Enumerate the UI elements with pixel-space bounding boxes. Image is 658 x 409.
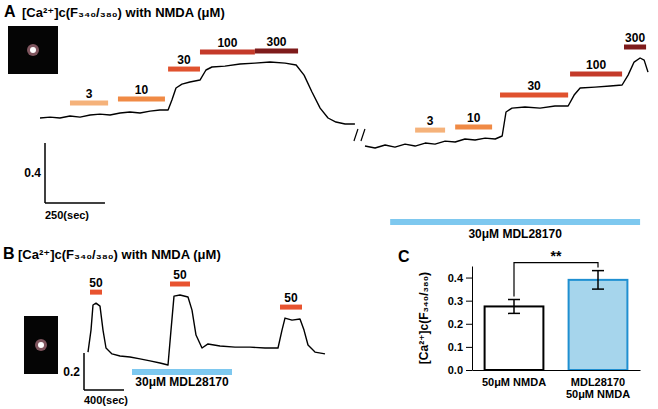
calcium-trace: [40, 58, 648, 148]
x-tick-label-line: 50μM NMDA: [482, 376, 546, 388]
treatment-label: 30μM MDL28170: [468, 227, 562, 241]
x-tick-label-line: MDL28170: [571, 376, 625, 388]
stimulus-label: 10: [467, 111, 481, 125]
stimulus-bar: [168, 67, 200, 72]
y-tick-label: 0.1: [448, 341, 463, 353]
y-tick: 0.0: [448, 364, 472, 376]
stimulus-label: 3: [427, 114, 434, 128]
significance-bracket: [514, 263, 598, 297]
stimulus-label: 300: [625, 31, 645, 45]
panel-letter: C: [398, 248, 410, 265]
stimulus-label: 10: [135, 83, 149, 97]
x-tick: MDL2817050μM NMDA: [566, 370, 630, 400]
panel: B[Ca²⁺]c(F₃₄₀/₃₈₀) with NMDA (μM) 50 50 50 3…: [3, 245, 325, 406]
stimulus-label: 50: [284, 291, 298, 305]
panel-letter: B: [3, 245, 15, 262]
panel-title: [Ca²⁺]c(F₃₄₀/₃₈₀) with NMDA (μM): [22, 5, 225, 20]
error-bar-cap: [592, 270, 604, 272]
inset-cell: [30, 47, 36, 53]
stimulus-bar: [570, 72, 622, 77]
scale-bar-horizontal: [84, 389, 124, 391]
inset-cell-glow: [27, 44, 39, 56]
plot-area: [40, 58, 648, 148]
bar: [569, 280, 628, 370]
x-tick-label: 50μM NMDA: [482, 376, 546, 388]
error-bar-cap: [508, 299, 520, 301]
y-tick-label: 0.4: [448, 272, 464, 284]
scale-bar-vertical: [44, 143, 46, 203]
scale-bar-x-label: 250(sec): [45, 209, 89, 221]
stimulus-bar: [415, 128, 445, 133]
stimulus-label: 50: [173, 268, 187, 282]
inset-cell: [38, 342, 44, 348]
error-bar: [508, 300, 520, 314]
y-tick-mark: [466, 278, 472, 279]
stimulus-label: 300: [266, 35, 286, 49]
error-bar: [592, 271, 604, 289]
panel: C0.00.10.20.30.450μM NMDAMDL2817050μM NM…: [398, 248, 641, 401]
significance-label: **: [551, 248, 562, 264]
scale-bar-horizontal: [45, 202, 105, 204]
y-tick-mark: [466, 347, 472, 348]
x-tick-label: MDL2817050μM NMDA: [566, 376, 630, 401]
y-axis: 0.0 0.1 0.2 0.3 0.4: [448, 267, 473, 377]
y-tick-mark: [466, 301, 472, 302]
x-axis-line: [473, 370, 641, 371]
scale-bar-x-label: 400(sec): [84, 394, 128, 406]
y-tick: 0.4: [448, 272, 472, 284]
y-tick: 0.1: [448, 341, 472, 353]
stimulus-bar: [90, 290, 102, 295]
y-tick: 0.2: [448, 318, 472, 330]
y-tick-label: 0.0: [448, 364, 463, 376]
plot-area: [88, 295, 325, 365]
stimulus-bar: [200, 50, 255, 55]
panel-title: [Ca²⁺]c(F₃₄₀/₃₈₀) with NMDA (μM): [18, 247, 221, 262]
y-tick-label: 0.3: [448, 295, 463, 307]
treatment-label: 30μM MDL28170: [135, 375, 229, 389]
inset-image: [24, 316, 58, 374]
error-bar-stem: [597, 271, 599, 289]
scale-bar-y-label: 0.4: [24, 166, 41, 180]
inset-background: [8, 26, 58, 74]
error-bar-cap: [508, 313, 520, 315]
stimulus-label: 3: [86, 87, 93, 101]
scale-bar-vertical: [83, 353, 85, 390]
stimulus-label: 100: [586, 58, 606, 72]
stimulus-bar: [118, 97, 165, 102]
stimulus-label: 50: [89, 276, 103, 290]
stimulus-bar: [255, 49, 298, 54]
error-bar-cap: [592, 288, 604, 290]
stimulus-bar: [455, 125, 492, 130]
x-tick-label-line: 50μM NMDA: [566, 388, 630, 400]
panel-letter: A: [4, 3, 16, 20]
stimulus-bar: [624, 45, 646, 50]
plot-area: [485, 271, 628, 370]
error-bar-stem: [513, 300, 515, 314]
figure: A [Ca²⁺]c(F₃₄₀/₃₈₀) with NMDA (μM) 3 10 30 10…: [0, 0, 658, 409]
stimulus-bar: [280, 305, 302, 310]
inset-image: [8, 26, 58, 74]
inset-cell-glow: [35, 339, 47, 351]
stimulus-label: 30: [177, 53, 191, 67]
axis-break: [354, 129, 365, 141]
y-tick: 0.3: [448, 295, 472, 307]
stimulus-label: 30: [527, 79, 541, 93]
treatment-bar: [390, 219, 640, 225]
stimulus-bar: [500, 93, 568, 98]
y-tick-mark: [466, 370, 472, 371]
bar: [485, 306, 544, 370]
y-tick-mark: [466, 324, 472, 325]
y-tick-label: 0.2: [448, 318, 463, 330]
panel: A [Ca²⁺]c(F₃₄₀/₃₈₀) with NMDA (μM) 3 10 30 10…: [4, 3, 648, 241]
stimulus-label: 100: [217, 36, 237, 50]
stimulus-bar: [170, 282, 190, 287]
inset-background: [24, 316, 58, 374]
y-axis-line: [472, 267, 473, 371]
y-axis-title: [Ca²⁺]c(F₃₄₀/₃₈₀): [417, 272, 431, 364]
stimulus-bar: [70, 101, 108, 106]
scale-bar-y-label: 0.2: [63, 365, 80, 379]
x-axis: 50μM NMDAMDL2817050μM NMDA: [473, 370, 641, 400]
x-tick: 50μM NMDA: [482, 370, 546, 388]
calcium-trace: [88, 295, 325, 365]
